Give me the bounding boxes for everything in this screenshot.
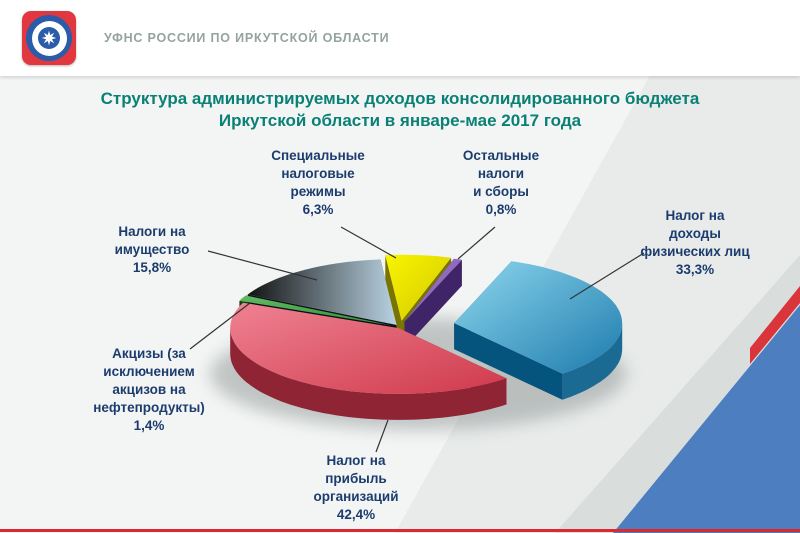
- slide-title-line1: Структура администрируемых доходов консо…: [100, 89, 700, 108]
- pie-label-other-taxes: Остальные налоги и сборы 0,8%: [462, 148, 540, 217]
- eagle-emblem-icon: [38, 27, 60, 49]
- pie-label-property-tax: Налоги на имущество 15,8%: [114, 224, 190, 275]
- pie-label-special-regimes: Специальные налоговые режимы 6,3%: [271, 148, 365, 217]
- fns-emblem-ring: [26, 15, 72, 61]
- fns-logo: [22, 11, 76, 65]
- slide-title-line2: Иркутской области в январе-мае 2017 года: [218, 111, 582, 130]
- footer-accent-line: [0, 529, 800, 532]
- fns-emblem-disc: [31, 20, 67, 56]
- pie-label-personal-income-tax: Налог на доходы физических лиц 33,3%: [640, 208, 750, 277]
- pie-label-profit-tax: Налог на прибыль организаций 42,4%: [313, 453, 399, 522]
- org-title: УФНС РОССИИ ПО ИРКУТСКОЙ ОБЛАСТИ: [104, 31, 390, 45]
- header-bar: УФНС РОССИИ ПО ИРКУТСКОЙ ОБЛАСТИ: [0, 0, 800, 76]
- pie-label-excise: Акцизы (за исключением акцизов на нефтеп…: [93, 346, 205, 433]
- slide-title: Структура администрируемых доходов консо…: [40, 88, 760, 132]
